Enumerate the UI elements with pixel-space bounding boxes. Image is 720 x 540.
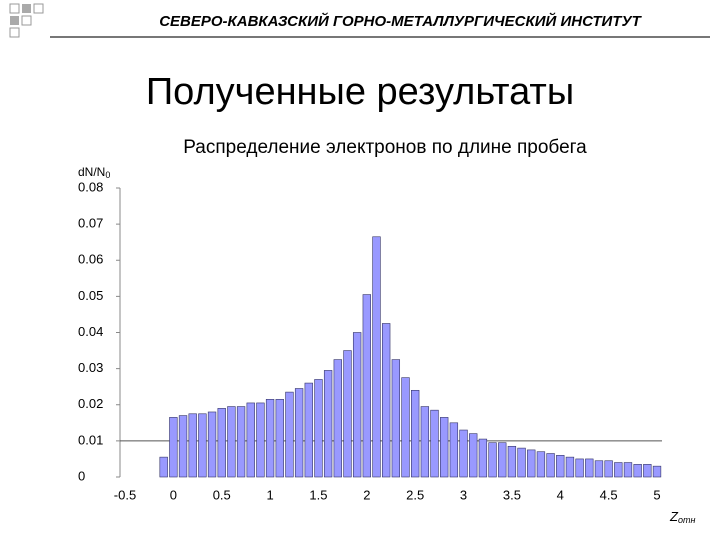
bar <box>333 359 342 478</box>
bar <box>594 460 604 478</box>
x-tick-label: 3.5 <box>503 487 521 502</box>
bar <box>440 417 449 478</box>
bar <box>275 399 284 478</box>
bar <box>420 406 430 478</box>
x-tick-label: 4.5 <box>600 487 618 502</box>
bar <box>498 442 507 478</box>
x-tick-label: 5 <box>653 487 660 502</box>
y-tick-label: 0.04 <box>78 324 103 339</box>
bar <box>401 377 410 478</box>
x-axis-label: Zотн <box>669 509 695 525</box>
bar <box>575 458 584 478</box>
bar <box>265 399 275 478</box>
bar <box>652 465 662 478</box>
bar <box>546 453 555 478</box>
institute-name: СЕВЕРО-КАВКАЗСКИЙ ГОРНО-МЕТАЛЛУРГИЧЕСКИЙ… <box>159 12 642 30</box>
y-tick-label: 0 <box>78 468 85 483</box>
bar <box>430 409 439 478</box>
slide-title: Полученные результаты <box>146 71 574 113</box>
bar <box>169 417 178 478</box>
bar <box>381 323 391 478</box>
bar <box>391 359 401 478</box>
bar <box>536 451 546 478</box>
bar <box>285 391 294 478</box>
chart-title: Распределение электронов по длине пробег… <box>183 137 587 158</box>
bar <box>449 422 459 478</box>
bar <box>556 455 565 478</box>
bar <box>614 462 623 478</box>
y-tick-label: 0.05 <box>78 288 103 303</box>
bar <box>314 379 323 478</box>
bar <box>604 460 613 478</box>
bar <box>236 406 246 478</box>
x-label-main: Z <box>669 509 679 524</box>
bar <box>256 402 265 478</box>
bar <box>565 456 575 478</box>
bar <box>469 433 478 478</box>
bar <box>352 332 362 478</box>
x-label-sub: отн <box>678 515 696 525</box>
bar <box>459 429 468 478</box>
bar <box>488 442 497 478</box>
bar <box>343 350 352 478</box>
bar <box>372 236 381 478</box>
bar <box>198 413 207 478</box>
bar <box>643 464 652 478</box>
y-tick-label: 0.02 <box>78 396 103 411</box>
bar <box>227 406 236 478</box>
bar <box>585 458 594 478</box>
x-tick-label: 2 <box>363 487 370 502</box>
x-tick-label: 2.5 <box>406 487 424 502</box>
y-tick-label: 0.03 <box>78 360 103 375</box>
bar <box>517 447 526 478</box>
bar <box>188 413 197 478</box>
bar <box>507 445 517 478</box>
bar <box>178 415 188 478</box>
logo <box>9 3 44 38</box>
bar <box>323 370 333 478</box>
x-tick-label: 0.5 <box>213 487 231 502</box>
y-tick-label: 0.08 <box>78 179 103 194</box>
bar <box>527 449 536 478</box>
bar <box>217 408 226 478</box>
bar <box>633 464 642 478</box>
bar <box>246 402 255 478</box>
bar <box>411 389 420 478</box>
bar <box>304 382 313 478</box>
x-tick-label: -0.5 <box>114 487 136 502</box>
x-tick-label: 1.5 <box>309 487 327 502</box>
y-label-sub: 0 <box>105 170 110 180</box>
x-tick-label: 3 <box>460 487 467 502</box>
bar <box>159 456 168 478</box>
bar <box>623 462 633 478</box>
x-tick-label: 0 <box>170 487 177 502</box>
y-label-main: dN/N <box>78 165 105 179</box>
y-tick-label: 0.01 <box>78 432 103 447</box>
x-tick-label: 4 <box>557 487 564 502</box>
y-axis-label: dN/N0 <box>78 165 110 180</box>
bar <box>294 388 304 478</box>
bar <box>478 438 488 478</box>
y-tick-label: 0.06 <box>78 252 103 267</box>
bar <box>362 294 371 478</box>
y-tick-label: 0.07 <box>78 216 103 231</box>
x-tick-label: 1 <box>266 487 273 502</box>
bar <box>207 411 217 478</box>
